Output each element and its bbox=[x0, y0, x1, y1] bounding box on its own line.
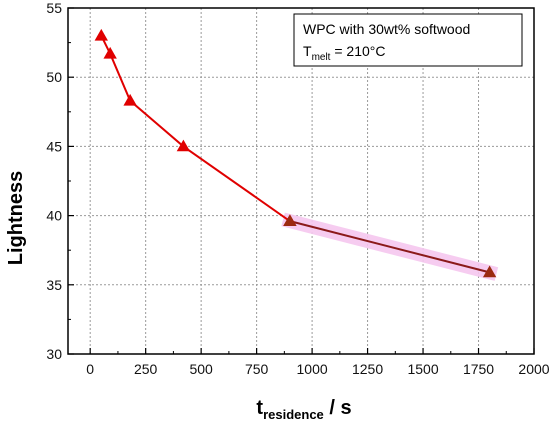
data-point-marker bbox=[123, 93, 137, 106]
x-axis-label: tresidence / s bbox=[256, 397, 351, 422]
y-tick-label: 45 bbox=[46, 138, 62, 154]
y-tick-label: 55 bbox=[46, 0, 62, 16]
series-line-2 bbox=[289, 220, 490, 274]
x-tick-label: 500 bbox=[189, 361, 213, 377]
y-tick-label: 50 bbox=[46, 69, 62, 85]
series-lines bbox=[100, 35, 490, 274]
x-tick-label: 1500 bbox=[407, 361, 438, 377]
data-point-marker bbox=[103, 46, 117, 59]
y-tick-label: 35 bbox=[46, 277, 62, 293]
x-tick-label: 250 bbox=[134, 361, 158, 377]
axis-ticks: 0 250 500 750 1000 1250 1500 1750 2000 30 35 40 45 50… bbox=[46, 0, 549, 377]
annotation-line2: Tmelt = 210°C bbox=[303, 43, 386, 63]
x-tick-label: 1000 bbox=[297, 361, 328, 377]
x-tick-label: 1250 bbox=[352, 361, 383, 377]
data-point-marker bbox=[176, 139, 191, 152]
x-tick-label: 750 bbox=[245, 361, 269, 377]
annotation-line1: WPC with 30wt% softwood bbox=[303, 21, 470, 37]
y-axis-label: Lightness bbox=[5, 171, 27, 265]
x-tick-label: 2000 bbox=[518, 361, 549, 377]
data-point-marker bbox=[283, 214, 297, 227]
y-tick-label: 40 bbox=[46, 208, 62, 224]
data-point-marker bbox=[94, 28, 108, 41]
legend-box: WPC with 30wt% softwood Tmelt = 210°C bbox=[293, 13, 523, 67]
series-line-1 bbox=[100, 35, 291, 222]
data-point-marker bbox=[482, 265, 497, 278]
x-tick-label: 0 bbox=[86, 361, 94, 377]
data-markers bbox=[94, 28, 497, 278]
x-tick-label: 1750 bbox=[463, 361, 494, 377]
y-tick-label: 30 bbox=[46, 346, 62, 362]
